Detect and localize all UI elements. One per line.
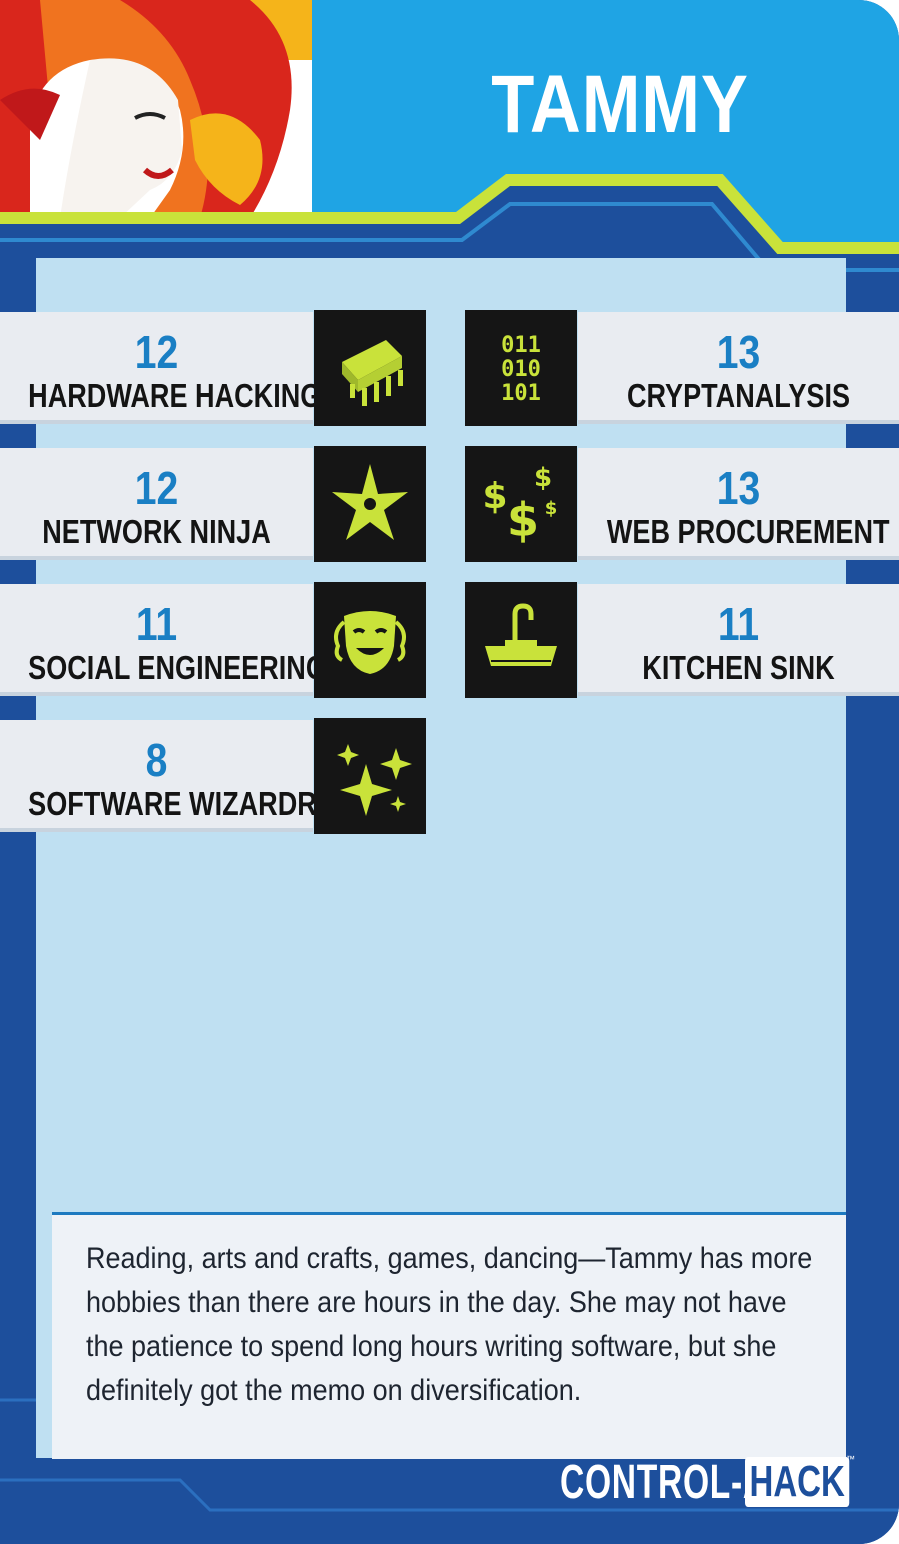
svg-text:$: $ [482, 476, 507, 517]
binary-icon: 011 010 101 [465, 310, 577, 426]
logo-text-control-alt: CONTROL-ALT [560, 1455, 808, 1509]
skill-software-wizardry: 8 SOFTWARE WIZARDRY [0, 720, 334, 832]
theater-mask-icon [314, 582, 426, 698]
skill-label: WEB PROCUREMENT [606, 513, 890, 550]
character-name: TAMMY [491, 59, 749, 150]
skill-value: 12 [134, 462, 179, 514]
skill-label: KITCHEN SINK [642, 649, 835, 686]
skill-value: 13 [716, 326, 761, 378]
skill-network-ninja: 12 NETWORK NINJA [0, 448, 313, 560]
flavor-text-box: Reading, arts and crafts, games, dancing… [52, 1212, 846, 1459]
skill-label: SOCIAL ENGINEERING [28, 649, 327, 686]
binary-row-1: 011 [501, 333, 541, 358]
skill-value: 13 [716, 462, 761, 514]
skill-kitchen-sink: 11 KITCHEN SINK [578, 584, 899, 696]
binary-row-2: 010 [501, 357, 541, 382]
shuriken-icon [314, 446, 426, 562]
skill-label: CRYPTANALYSIS [626, 377, 851, 414]
sink-icon [465, 582, 577, 698]
skill-social-engineering: 11 SOCIAL ENGINEERING [0, 584, 327, 696]
svg-text:$: $ [545, 498, 558, 519]
game-logo: CONTROL-ALT HACK [560, 1450, 884, 1514]
skill-label: NETWORK NINJA [42, 513, 271, 550]
skill-hardware-hacking: 12 HARDWARE HACKING [0, 312, 322, 424]
sparkles-icon [314, 718, 426, 834]
skill-value: 8 [145, 734, 168, 786]
skill-value: 11 [135, 598, 178, 650]
skill-web-procurement: 13 WEB PROCUREMENT [578, 448, 899, 560]
skill-label: HARDWARE HACKING [28, 377, 322, 414]
trademark-symbol: ™ [846, 1454, 855, 1464]
skill-value: 12 [134, 326, 179, 378]
flavor-text: Reading, arts and crafts, games, dancing… [86, 1242, 813, 1407]
skill-cryptanalysis: 13 CRYPTANALYSIS [578, 312, 899, 424]
skill-label: SOFTWARE WIZARDRY [28, 785, 334, 822]
binary-row-3: 101 [501, 381, 541, 406]
svg-text:$: $ [507, 493, 539, 547]
svg-text:$: $ [534, 463, 552, 493]
skill-value: 11 [717, 598, 760, 650]
chip-icon [314, 310, 426, 426]
dollar-signs-icon: $ $ $ $ [465, 446, 577, 562]
character-portrait [0, 0, 312, 218]
logo-text-hack: HACK [745, 1457, 850, 1507]
